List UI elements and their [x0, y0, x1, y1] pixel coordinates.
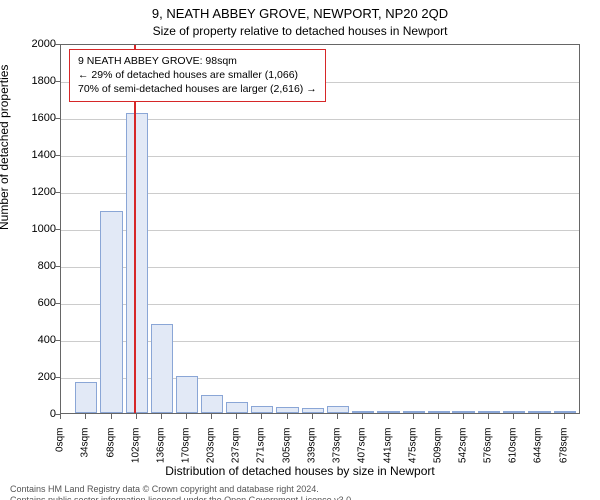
x-tick-label: 102sqm [130, 428, 141, 488]
x-tick-mark [413, 414, 414, 419]
x-tick-label: 0sqm [55, 428, 66, 488]
x-tick-label: 339sqm [306, 428, 317, 488]
y-tick-mark [55, 44, 60, 45]
histogram-bar [75, 382, 97, 413]
indicator-info-line: 70% of semi-detached houses are larger (… [78, 82, 317, 96]
x-axis-label: Distribution of detached houses by size … [0, 464, 600, 478]
x-tick-mark [60, 414, 61, 419]
y-tick-label: 0 [16, 408, 56, 420]
x-tick-label: 509sqm [433, 428, 444, 488]
histogram-bar [327, 406, 349, 413]
histogram-bar [403, 411, 425, 413]
y-tick-mark [55, 340, 60, 341]
x-tick-mark [111, 414, 112, 419]
x-tick-label: 237sqm [231, 428, 242, 488]
y-tick-label: 1800 [16, 75, 56, 87]
x-tick-mark [538, 414, 539, 419]
y-tick-label: 1000 [16, 223, 56, 235]
x-tick-mark [236, 414, 237, 419]
x-tick-mark [186, 414, 187, 419]
y-tick-mark [55, 266, 60, 267]
x-tick-label: 170sqm [181, 428, 192, 488]
y-tick-label: 1600 [16, 112, 56, 124]
y-tick-mark [55, 303, 60, 304]
x-tick-mark [211, 414, 212, 419]
histogram-bar [151, 324, 173, 413]
x-tick-label: 203sqm [205, 428, 216, 488]
footer-line-1: Contains HM Land Registry data © Crown c… [10, 484, 354, 495]
footer-attribution: Contains HM Land Registry data © Crown c… [10, 484, 354, 500]
chart-root: 9, NEATH ABBEY GROVE, NEWPORT, NP20 2QD … [0, 0, 600, 500]
histogram-bar [126, 113, 148, 413]
histogram-bar [176, 376, 198, 413]
histogram-bar [302, 408, 324, 413]
x-tick-mark [488, 414, 489, 419]
x-tick-mark [438, 414, 439, 419]
histogram-bar [251, 406, 273, 413]
x-tick-mark [337, 414, 338, 419]
x-tick-mark [463, 414, 464, 419]
x-tick-label: 373sqm [332, 428, 343, 488]
x-tick-label: 271sqm [256, 428, 267, 488]
x-tick-label: 407sqm [357, 428, 368, 488]
histogram-bar [503, 411, 525, 413]
y-tick-label: 800 [16, 260, 56, 272]
y-tick-mark [55, 229, 60, 230]
histogram-bar [100, 211, 122, 413]
y-tick-mark [55, 81, 60, 82]
histogram-bar [352, 411, 374, 413]
x-tick-label: 576sqm [482, 428, 493, 488]
y-tick-label: 600 [16, 297, 56, 309]
y-tick-mark [55, 118, 60, 119]
histogram-bar [377, 411, 399, 413]
x-tick-mark [161, 414, 162, 419]
y-axis-label: Number of detached properties [0, 65, 11, 230]
histogram-bar [452, 411, 474, 413]
x-tick-mark [564, 414, 565, 419]
x-tick-label: 610sqm [508, 428, 519, 488]
x-tick-label: 542sqm [457, 428, 468, 488]
chart-subtitle: Size of property relative to detached ho… [0, 24, 600, 38]
x-tick-label: 678sqm [558, 428, 569, 488]
x-tick-mark [388, 414, 389, 419]
y-tick-mark [55, 155, 60, 156]
histogram-bar [428, 411, 450, 413]
x-tick-mark [362, 414, 363, 419]
y-tick-label: 2000 [16, 38, 56, 50]
x-tick-mark [136, 414, 137, 419]
histogram-bar [276, 407, 298, 413]
y-tick-label: 1400 [16, 149, 56, 161]
indicator-info-line: ← 29% of detached houses are smaller (1,… [78, 68, 317, 82]
y-tick-label: 400 [16, 334, 56, 346]
x-tick-label: 34sqm [80, 428, 91, 488]
indicator-info-box: 9 NEATH ABBEY GROVE: 98sqm← 29% of detac… [69, 49, 326, 102]
y-tick-mark [55, 192, 60, 193]
page-title: 9, NEATH ABBEY GROVE, NEWPORT, NP20 2QD [0, 6, 600, 21]
indicator-info-line: 9 NEATH ABBEY GROVE: 98sqm [78, 54, 317, 68]
x-tick-mark [287, 414, 288, 419]
y-tick-label: 200 [16, 371, 56, 383]
histogram-bar [226, 402, 248, 413]
histogram-bar [478, 411, 500, 413]
x-tick-mark [261, 414, 262, 419]
y-tick-mark [55, 377, 60, 378]
histogram-bar [528, 411, 550, 413]
footer-line-2: Contains public sector information licen… [10, 495, 354, 500]
y-tick-label: 1200 [16, 186, 56, 198]
x-tick-label: 644sqm [533, 428, 544, 488]
histogram-bar [554, 411, 576, 413]
x-tick-label: 475sqm [407, 428, 418, 488]
x-tick-label: 68sqm [105, 428, 116, 488]
x-tick-mark [85, 414, 86, 419]
x-tick-label: 305sqm [281, 428, 292, 488]
x-tick-mark [513, 414, 514, 419]
x-tick-label: 441sqm [382, 428, 393, 488]
histogram-bar [201, 395, 223, 413]
plot-area: 9 NEATH ABBEY GROVE: 98sqm← 29% of detac… [60, 44, 580, 414]
x-tick-mark [312, 414, 313, 419]
x-tick-label: 136sqm [156, 428, 167, 488]
